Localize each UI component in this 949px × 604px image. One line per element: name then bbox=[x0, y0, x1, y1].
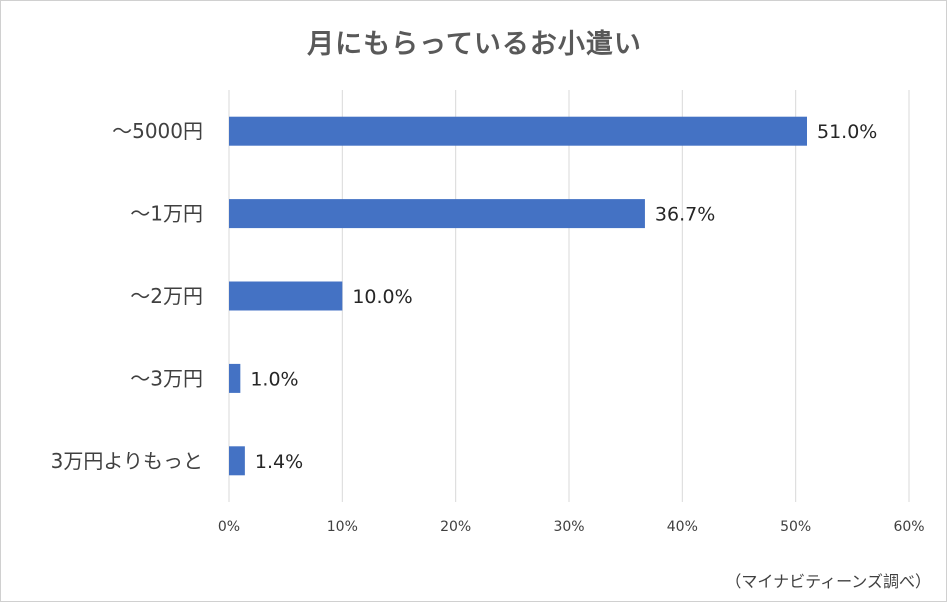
data-label: 1.0% bbox=[250, 368, 298, 390]
bar bbox=[229, 363, 241, 393]
category-label: 3万円よりもっと bbox=[51, 449, 203, 473]
x-tick-label: 20% bbox=[440, 519, 471, 535]
data-label: 51.0% bbox=[817, 121, 877, 143]
category-label: 〜3万円 bbox=[130, 366, 203, 390]
data-label: 1.4% bbox=[255, 451, 303, 473]
data-label: 10.0% bbox=[352, 286, 412, 308]
gridlines bbox=[228, 90, 910, 502]
x-tick-label: 0% bbox=[218, 519, 240, 535]
category-label: 〜2万円 bbox=[130, 284, 203, 308]
labels: 0% 10% 20% 30% 40% 50% 60% 〜5000円 51.0% 〜1万円 36.7%… bbox=[51, 119, 925, 535]
x-tick-label: 10% bbox=[327, 519, 358, 535]
bar bbox=[229, 116, 807, 146]
source-note: （マイナビティーンズ調べ） bbox=[725, 572, 931, 591]
x-tick-label: 50% bbox=[780, 519, 811, 535]
category-label: 〜1万円 bbox=[130, 202, 203, 226]
bar bbox=[229, 281, 343, 311]
bars bbox=[229, 116, 807, 476]
data-label: 36.7% bbox=[655, 204, 715, 226]
category-label: 〜5000円 bbox=[112, 119, 203, 143]
x-tick-label: 60% bbox=[893, 519, 924, 535]
x-tick-label: 40% bbox=[667, 519, 698, 535]
bar bbox=[229, 446, 245, 476]
x-tick-label: 30% bbox=[553, 519, 584, 535]
bar bbox=[229, 199, 645, 229]
chart-title: 月にもらっているお小遣い bbox=[307, 29, 642, 60]
